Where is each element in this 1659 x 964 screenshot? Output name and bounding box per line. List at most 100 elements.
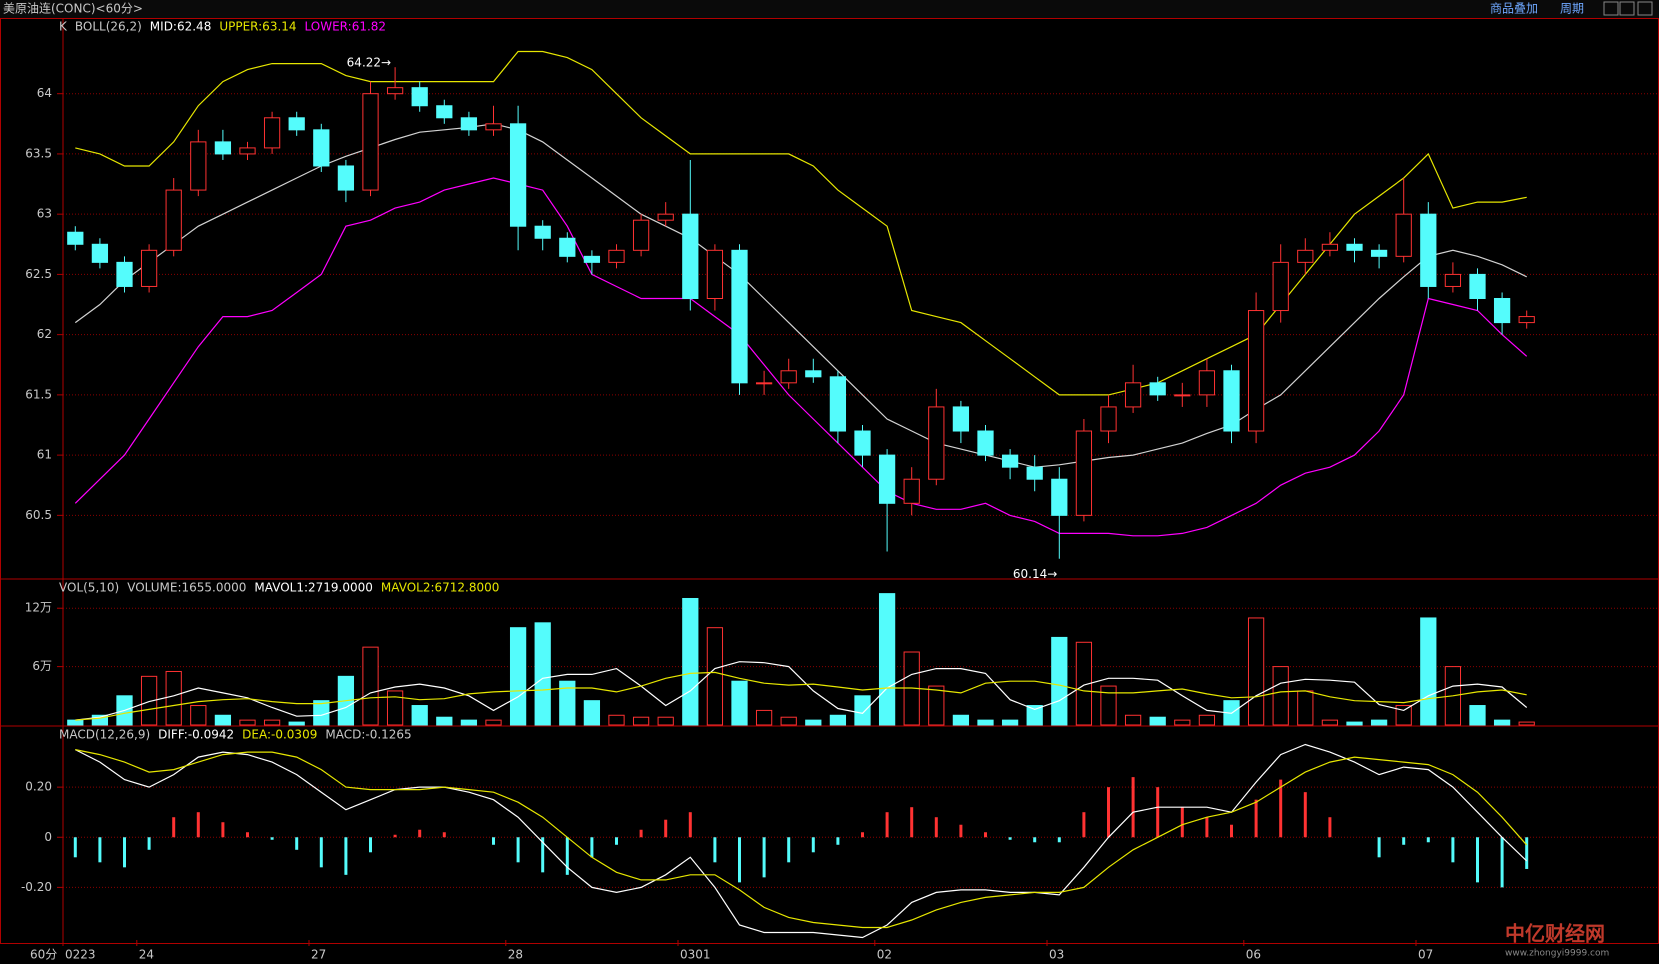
candle-body xyxy=(263,117,281,149)
volume-bar xyxy=(1272,666,1289,726)
x-tick-label: 07 xyxy=(1418,948,1433,962)
candle-body xyxy=(190,141,207,191)
candle-body xyxy=(608,249,625,263)
y-tick-label: 0.20 xyxy=(25,780,52,794)
watermark-url: www.zhongyi9999.com xyxy=(1505,949,1609,959)
candle-body xyxy=(952,406,970,432)
candle-body xyxy=(780,370,797,384)
volume-bar xyxy=(67,719,84,726)
candle-body xyxy=(91,243,109,263)
candle-body xyxy=(337,165,355,191)
x-tick-label: 28 xyxy=(508,948,523,962)
volume-bar xyxy=(1395,705,1412,726)
y-tick-label: -0.20 xyxy=(21,880,52,894)
legend-entry: MAVOL1:2719.0000 xyxy=(254,581,373,595)
indicator-line xyxy=(75,743,1528,939)
y-tick-label: 63.5 xyxy=(25,146,52,160)
volume-bar xyxy=(1075,641,1093,726)
indicator-line xyxy=(74,123,1527,468)
y-tick-label: 62.5 xyxy=(25,267,52,281)
volume-bar xyxy=(682,597,699,726)
y-tick-label: 61 xyxy=(37,448,52,462)
period-label: 60分 xyxy=(30,948,57,962)
volume-bar xyxy=(1493,719,1511,726)
y-tick-label: 60.5 xyxy=(25,508,52,522)
candle-body xyxy=(1149,382,1166,396)
legend-entry: VOLUME:1655.0000 xyxy=(127,581,246,595)
candle-body xyxy=(1493,298,1511,324)
window-back-button[interactable] xyxy=(1603,1,1619,16)
volume-bar xyxy=(1321,719,1339,726)
volume-bar xyxy=(91,714,109,726)
volume-bar xyxy=(1469,705,1486,726)
legend-entry: MID:62.48 xyxy=(150,20,212,34)
volume-bar xyxy=(460,719,478,726)
volume-bar xyxy=(1149,716,1166,726)
candle-body xyxy=(460,117,478,131)
candle-body xyxy=(755,382,773,385)
volume-bar xyxy=(854,695,871,726)
candle-body xyxy=(140,249,158,287)
y-tick-label: 6万 xyxy=(32,659,52,673)
volume-bar xyxy=(1370,719,1388,726)
volume-bar xyxy=(1124,714,1142,726)
candle-body xyxy=(534,225,551,239)
candle-body xyxy=(1051,478,1068,516)
window-close-button[interactable] xyxy=(1637,1,1653,16)
y-tick-label: 62 xyxy=(37,327,52,341)
candle-body xyxy=(1444,273,1462,287)
volume-bar xyxy=(485,719,502,726)
watermark: 中亿财经网 xyxy=(1505,922,1605,946)
candle-body xyxy=(583,255,601,263)
candle-body xyxy=(903,478,920,504)
volume-bar xyxy=(140,675,158,726)
candle-body xyxy=(1321,243,1339,251)
candle-body xyxy=(1124,382,1142,408)
window-forward-button[interactable] xyxy=(1619,1,1635,16)
legend-entry: MACD:-0.1265 xyxy=(325,728,411,742)
candle-body xyxy=(805,370,822,378)
volume-bar xyxy=(190,705,207,726)
candle-body xyxy=(386,87,404,95)
volume-bar xyxy=(878,593,896,726)
candle-body xyxy=(1223,370,1240,432)
candle-body xyxy=(829,376,847,432)
volume-bar xyxy=(1346,721,1363,726)
candle-body xyxy=(288,117,305,131)
candle-body xyxy=(977,430,994,456)
candle-body xyxy=(682,213,699,299)
volume-bar xyxy=(1100,685,1117,726)
candle-body xyxy=(632,219,650,251)
legend-entry: DIFF:-0.0942 xyxy=(158,728,234,742)
volume-bar xyxy=(1420,617,1437,726)
indicator-line xyxy=(75,661,1528,721)
candle-body xyxy=(1174,394,1191,397)
legend-entry: MACD(12,26,9) xyxy=(59,728,150,742)
candle-body xyxy=(706,249,724,300)
x-tick-label: 06 xyxy=(1246,948,1261,962)
candle-body xyxy=(436,105,453,119)
volume-bar xyxy=(165,670,182,726)
volume-bar xyxy=(362,646,379,726)
volume-bar xyxy=(1026,705,1043,726)
indicator-line xyxy=(75,749,1528,929)
x-tick-label: 27 xyxy=(311,948,326,962)
candle-body xyxy=(1026,466,1043,480)
candle-body xyxy=(509,123,527,227)
volume-bar xyxy=(534,622,551,726)
candle-body xyxy=(731,249,748,384)
overlay-button[interactable]: 商品叠加 xyxy=(1490,1,1538,16)
candle-body xyxy=(1075,430,1093,516)
candle-body xyxy=(1346,243,1363,251)
legend-entry: BOLL(26,2) xyxy=(75,20,142,34)
y-tick-label: 0 xyxy=(44,830,52,844)
period-button[interactable]: 周期 xyxy=(1560,2,1584,16)
volume-bar xyxy=(632,716,650,726)
volume-bar xyxy=(805,719,822,726)
candle-body xyxy=(362,93,379,191)
volume-bar xyxy=(583,700,601,726)
candle-body xyxy=(1198,370,1216,396)
